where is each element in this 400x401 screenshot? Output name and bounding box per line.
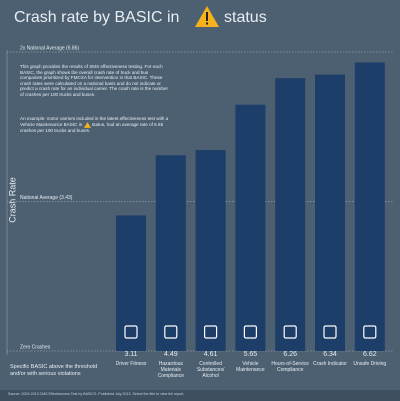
reference-label: Zero Crashes: [20, 344, 51, 350]
value-label: 5.65: [244, 351, 258, 358]
value-label: 3.11: [124, 351, 137, 358]
category-label: Controlled Substances/ Alcohol: [196, 361, 225, 379]
bar: [235, 104, 266, 351]
category-label: Hours-of-Service Compliance: [271, 361, 309, 373]
chart-title[interactable]: Crash rate by BASIC in: [14, 9, 179, 26]
value-label: 4.61: [204, 351, 218, 358]
category-label: Crash Indicator: [313, 361, 347, 367]
basic-icon: [363, 325, 377, 339]
category-label: Unsafe Driving: [353, 361, 387, 367]
value-label: 4.49: [164, 351, 178, 358]
bar: [315, 74, 345, 351]
reference-label: National Average (3.43): [20, 195, 73, 201]
category-label: Vehicle Maintenance: [236, 361, 265, 373]
value-label: 6.26: [283, 351, 297, 358]
bar: [195, 150, 226, 351]
description: This graph provides the results of SMS e…: [20, 64, 169, 97]
basic-icon: [164, 325, 178, 339]
source[interactable]: Source: 2009-2013 CMS Effectiveness Test…: [8, 392, 185, 396]
basic-icon: [204, 325, 218, 339]
basic-icon: [124, 325, 138, 339]
bar: [116, 215, 146, 351]
category-label: Hazardous Materials Compliance: [157, 361, 184, 379]
reference-label: 2x National Average (6.86): [20, 45, 79, 51]
bar: [275, 78, 306, 351]
value-label: 6.62: [363, 351, 377, 358]
example-text: status, had an average rate of 5.65 cras…: [20, 121, 164, 133]
basic-icon: [323, 325, 337, 339]
bar: [155, 155, 186, 351]
example: An example: motor carriers included in t…: [20, 116, 170, 133]
chart-title[interactable]: status: [224, 9, 267, 26]
legend-note: Specific BASIC above the threshold and/o…: [10, 364, 98, 377]
y-axis-label: Crash Rate: [7, 177, 17, 223]
basic-icon: [283, 325, 297, 339]
value-label: 6.34: [323, 351, 337, 358]
bar: [354, 62, 385, 352]
warning-icon: [83, 121, 91, 128]
footer-band: [0, 390, 400, 401]
example-text: An example: motor carriers included in t…: [20, 116, 169, 127]
basic-icon: [243, 325, 257, 339]
category-label: Driver Fitness: [115, 361, 147, 367]
warning-icon: [195, 6, 219, 27]
